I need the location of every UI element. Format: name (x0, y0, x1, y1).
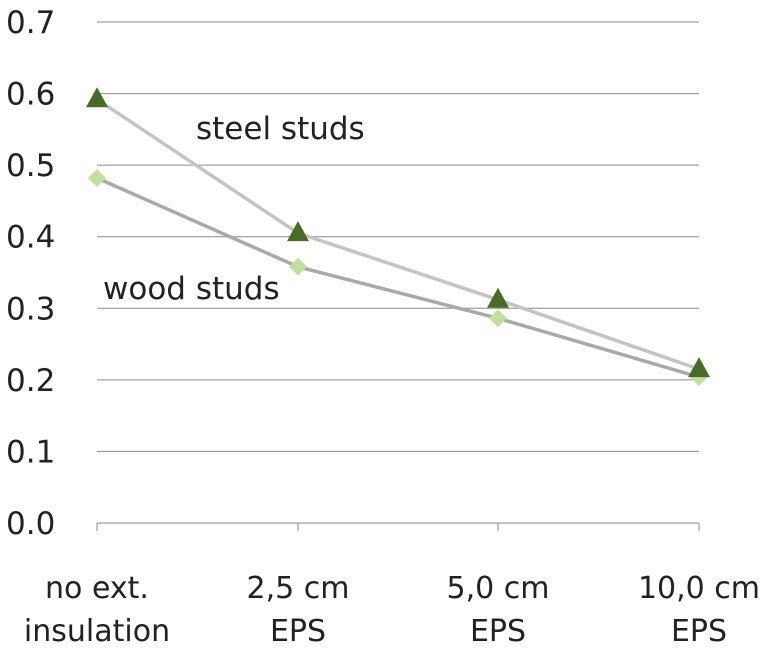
wood-studs-marker (88, 169, 106, 188)
steel-studs-marker (86, 87, 108, 108)
gridlines (97, 21, 699, 452)
x-tick-label: 10,0 cm (638, 571, 760, 606)
series-markers (86, 87, 710, 386)
axes (96, 522, 700, 531)
series-annotations: steel studs wood studs (103, 111, 365, 307)
x-tick-label: EPS (270, 614, 326, 649)
y-tick-label: 0.2 (6, 363, 55, 399)
x-axis-tick-labels: no ext. insulation 2,5 cm EPS 5,0 cm EPS 10,0 … (24, 571, 760, 649)
wood-studs-marker (289, 257, 307, 276)
steel-studs-marker (688, 357, 710, 378)
x-tick-label: EPS (671, 614, 727, 649)
y-tick-label: 0.7 (6, 5, 55, 41)
wood-studs-marker (489, 309, 507, 328)
series-line-wood-studs (96, 176, 700, 379)
steel-studs-marker (487, 287, 509, 308)
series-lines (96, 97, 700, 379)
y-tick-label: 0.3 (6, 291, 55, 327)
y-tick-label: 0.6 (6, 77, 55, 113)
wood-studs-label: wood studs (103, 271, 280, 307)
y-tick-label: 0.5 (6, 148, 55, 184)
x-tick-label: 2,5 cm (247, 571, 350, 606)
y-tick-label: 0.0 (6, 506, 55, 542)
x-tick-label: EPS (470, 614, 526, 649)
x-tick-label: insulation (24, 614, 170, 649)
series-line-steel-studs (96, 97, 700, 371)
steel-studs-marker (287, 221, 309, 242)
x-tick-label: 5,0 cm (447, 571, 550, 606)
steel-studs-label: steel studs (196, 111, 365, 147)
x-tick-label: no ext. (45, 571, 149, 606)
y-tick-label: 0.1 (6, 434, 55, 470)
y-tick-label: 0.4 (6, 220, 55, 256)
y-axis-tick-labels: 0.0 0.1 0.2 0.3 0.4 0.5 0.6 0.7 (6, 5, 55, 542)
